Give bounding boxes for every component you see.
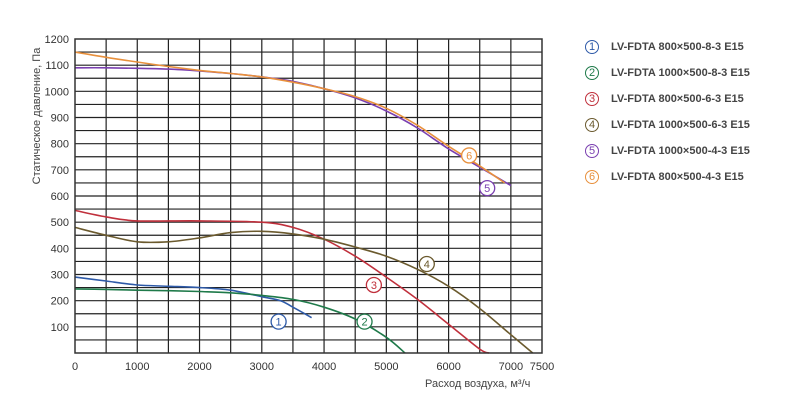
y-tick-label: 1200 [45,34,69,46]
series-line-1 [74,276,313,319]
y-tick-label: 300 [51,270,69,282]
series-line-6 [74,51,506,184]
x-tick-labels: 0 1000 2000 3000 4000 5000 6000 7000 7500 [72,361,554,373]
curve-marker-3: 3 [365,276,383,294]
curve-marker-circle [418,255,435,273]
legend-number: 4 [585,118,599,132]
legend-label: LV-FDTA 800×500-4-3 E15 [611,171,744,183]
legend-item: 2 LV-FDTA 1000×500-8-3 E15 [585,60,750,86]
x-tick-label: 7000 [499,361,523,373]
x-tick-label: 0 [72,361,78,373]
curve-marker-circle [356,313,373,330]
legend-label: LV-FDTA 1000×500-4-3 E15 [611,145,750,157]
series-line-4 [74,226,534,354]
y-tick-label: 1100 [45,60,69,72]
y-tick-label: 500 [51,217,69,229]
curve-marker-circle [460,147,478,164]
curve-marker-label: 6 [466,150,472,162]
x-tick-label: 5000 [374,361,398,373]
x-axis-title: Расход воздуха, м³/ч [425,378,530,390]
x-tick-label: 3000 [250,361,274,373]
curve-marker-label: 1 [276,317,282,329]
y-axis-title: Статическое давление, Па [31,47,43,185]
legend-item: 5 LV-FDTA 1000×500-4-3 E15 [585,138,750,164]
legend-item: 1 LV-FDTA 800×500-8-3 E15 [585,34,750,60]
legend-label: LV-FDTA 800×500-6-3 E15 [611,93,744,105]
curve-marker-circle [479,179,496,197]
curve-marker-label: 5 [484,183,490,195]
legend-number: 1 [585,40,599,54]
y-tick-label: 600 [51,191,69,203]
curve-marker-2: 2 [356,313,373,330]
y-tick-labels: 100 200 300 400 500 600 700 800 900 1000 1100 1200 [45,34,69,334]
legend-item: 3 LV-FDTA 800×500-6-3 E15 [585,86,750,112]
horizontal-gridlines [75,51,542,341]
y-tick-label: 700 [51,165,69,177]
curve-marker-label: 2 [361,317,367,329]
x-tick-label: 4000 [312,361,336,373]
legend-number: 6 [585,170,599,184]
legend-item: 6 LV-FDTA 800×500-4-3 E15 [585,164,750,190]
x-tick-label: 6000 [436,361,460,373]
curve-marker-circle [270,313,287,330]
curve-marker-4: 4 [418,255,435,273]
plot-frame [74,38,543,354]
curve-markers: 1 2 3 4 5 6 [270,147,496,330]
x-tick-label: 7500 [530,361,554,373]
y-tick-label: 100 [51,322,69,334]
x-tick-label: 2000 [187,361,211,373]
curve-marker-5: 5 [479,179,496,197]
legend-label: LV-FDTA 1000×500-8-3 E15 [611,67,750,79]
curve-marker-label: 3 [371,280,377,292]
legend-item: 4 LV-FDTA 1000×500-6-3 E15 [585,112,750,138]
y-tick-label: 800 [51,139,69,151]
curve-marker-circle [365,276,383,294]
curve-marker-6: 6 [460,147,478,164]
legend-number: 3 [585,92,599,106]
legend-label: LV-FDTA 1000×500-6-3 E15 [611,119,750,131]
legend-number: 5 [585,144,599,158]
y-tick-label: 1000 [45,86,69,98]
legend-number: 2 [585,66,599,80]
y-tick-label: 400 [51,243,69,255]
series-lines [74,51,534,354]
curve-marker-label: 4 [424,259,430,271]
legend-label: LV-FDTA 800×500-8-3 E15 [611,41,744,53]
y-tick-label: 200 [51,296,69,308]
legend: 1 LV-FDTA 800×500-8-3 E15 2 LV-FDTA 1000×50… [585,34,750,190]
y-tick-label: 900 [51,113,69,125]
x-tick-label: 1000 [125,361,149,373]
curve-marker-1: 1 [270,313,287,330]
